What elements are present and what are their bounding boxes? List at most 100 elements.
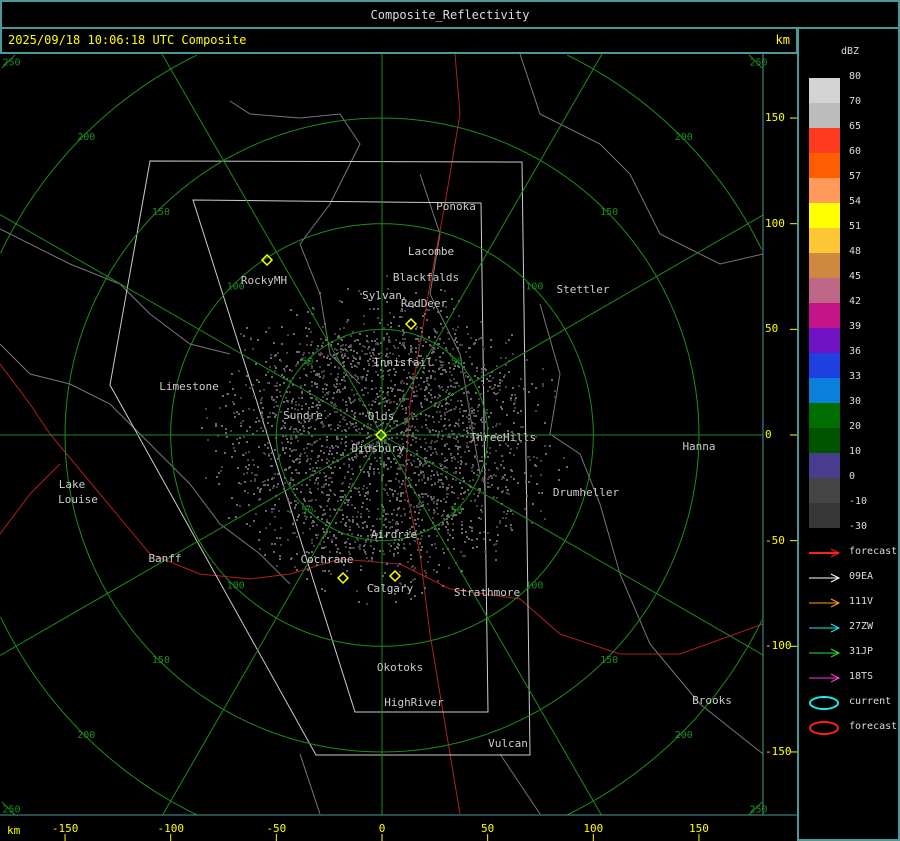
reflectivity-pixel xyxy=(376,441,378,443)
reflectivity-pixel xyxy=(356,442,358,444)
reflectivity-pixel xyxy=(350,478,352,480)
reflectivity-pixel xyxy=(297,502,299,504)
reflectivity-pixel xyxy=(304,452,306,454)
reflectivity-pixel xyxy=(398,355,400,357)
reflectivity-pixel xyxy=(473,493,475,495)
reflectivity-pixel xyxy=(358,398,360,400)
reflectivity-pixel xyxy=(377,374,379,376)
reflectivity-pixel xyxy=(387,457,389,459)
reflectivity-pixel xyxy=(267,442,269,444)
reflectivity-pixel xyxy=(244,481,246,483)
reflectivity-pixel xyxy=(374,401,376,403)
reflectivity-pixel xyxy=(297,419,299,421)
reflectivity-pixel xyxy=(501,380,503,382)
reflectivity-pixel xyxy=(301,405,303,407)
reflectivity-pixel xyxy=(460,551,462,553)
reflectivity-pixel xyxy=(366,557,368,559)
reflectivity-pixel xyxy=(363,456,365,458)
reflectivity-pixel xyxy=(495,433,497,435)
reflectivity-pixel xyxy=(341,339,343,341)
reflectivity-pixel xyxy=(512,513,514,515)
reflectivity-pixel xyxy=(229,381,231,383)
reflectivity-pixel xyxy=(393,316,395,318)
reflectivity-pixel xyxy=(505,357,507,359)
reflectivity-pixel xyxy=(497,534,499,536)
reflectivity-pixel xyxy=(432,517,434,519)
reflectivity-pixel xyxy=(405,409,407,411)
reflectivity-pixel xyxy=(491,484,493,486)
reflectivity-pixel xyxy=(440,479,442,481)
site-marker-icon xyxy=(336,571,350,585)
reflectivity-pixel xyxy=(339,509,341,511)
reflectivity-pixel xyxy=(530,475,532,477)
reflectivity-pixel xyxy=(317,534,319,536)
reflectivity-pixel xyxy=(273,508,275,510)
reflectivity-pixel xyxy=(481,368,483,370)
reflectivity-pixel xyxy=(201,427,203,429)
reflectivity-pixel xyxy=(316,360,318,362)
reflectivity-pixel xyxy=(470,500,472,502)
reflectivity-pixel xyxy=(279,391,281,393)
reflectivity-pixel xyxy=(317,413,319,415)
reflectivity-pixel xyxy=(358,601,360,603)
reflectivity-pixel xyxy=(420,470,422,472)
reflectivity-pixel xyxy=(280,360,282,362)
reflectivity-pixel xyxy=(459,512,461,514)
reflectivity-pixel xyxy=(326,398,328,400)
reflectivity-pixel xyxy=(523,388,525,390)
reflectivity-pixel xyxy=(404,347,406,349)
reflectivity-pixel xyxy=(418,503,420,505)
reflectivity-pixel xyxy=(434,448,436,450)
reflectivity-pixel xyxy=(424,395,426,397)
reflectivity-pixel xyxy=(383,553,385,555)
reflectivity-pixel xyxy=(407,429,409,431)
reflectivity-pixel xyxy=(387,387,389,389)
reflectivity-pixel xyxy=(363,425,365,427)
reflectivity-pixel xyxy=(349,547,351,549)
reflectivity-pixel xyxy=(477,377,479,379)
reflectivity-pixel xyxy=(443,510,445,512)
reflectivity-pixel xyxy=(415,328,417,330)
reflectivity-pixel xyxy=(496,526,498,528)
reflectivity-pixel xyxy=(360,516,362,518)
reflectivity-pixel xyxy=(390,387,392,389)
reflectivity-pixel xyxy=(420,446,422,448)
reflectivity-pixel xyxy=(514,407,516,409)
reflectivity-pixel xyxy=(345,430,347,432)
reflectivity-pixel xyxy=(305,374,307,376)
reflectivity-pixel xyxy=(385,448,387,450)
town-label: ThreeHills xyxy=(469,431,537,444)
reflectivity-pixel xyxy=(383,339,385,341)
reflectivity-pixel xyxy=(384,442,386,444)
reflectivity-pixel xyxy=(483,481,485,483)
reflectivity-pixel xyxy=(437,436,439,438)
reflectivity-pixel xyxy=(262,407,264,409)
reflectivity-pixel xyxy=(406,450,408,452)
reflectivity-pixel xyxy=(246,430,248,432)
reflectivity-pixel xyxy=(309,488,311,490)
range-ring-label: 100 xyxy=(525,580,543,591)
reflectivity-pixel xyxy=(383,461,385,463)
reflectivity-pixel xyxy=(344,449,346,451)
reflectivity-pixel xyxy=(460,463,462,465)
town-label: Calgary xyxy=(366,582,414,595)
reflectivity-pixel xyxy=(312,402,314,404)
reflectivity-pixel xyxy=(422,345,424,347)
reflectivity-pixel xyxy=(412,306,414,308)
reflectivity-pixel xyxy=(382,375,384,377)
reflectivity-pixel xyxy=(355,339,357,341)
reflectivity-pixel xyxy=(487,478,489,480)
reflectivity-pixel xyxy=(300,422,302,424)
reflectivity-pixel xyxy=(307,311,309,313)
coverage-polygon-inner xyxy=(192,199,489,713)
reflectivity-pixel xyxy=(306,447,308,449)
reflectivity-pixel xyxy=(481,380,483,382)
reflectivity-pixel xyxy=(316,373,318,375)
reflectivity-pixel xyxy=(323,531,325,533)
reflectivity-pixel xyxy=(447,332,449,334)
reflectivity-pixel xyxy=(351,547,353,549)
reflectivity-pixel xyxy=(379,395,381,397)
reflectivity-pixel xyxy=(403,360,405,362)
reflectivity-pixel xyxy=(306,362,308,364)
